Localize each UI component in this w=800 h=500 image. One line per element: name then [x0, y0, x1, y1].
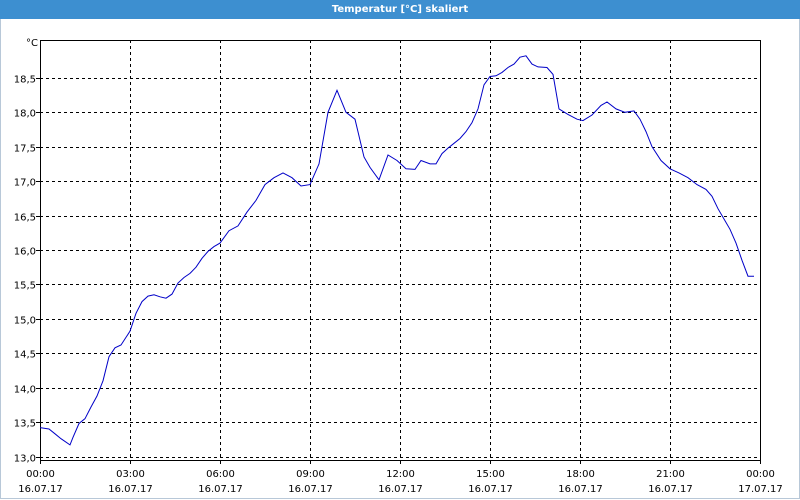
- y-tick-label: 13,5: [14, 419, 36, 430]
- grid-lines: [40, 40, 760, 460]
- x-tick-time-label: 21:00: [656, 469, 685, 480]
- y-tick-label: 17,0: [14, 178, 36, 189]
- y-tick-label: 16,0: [14, 247, 36, 258]
- x-tick-time-label: 09:00: [296, 469, 325, 480]
- y-tick-label: 15,5: [14, 281, 36, 292]
- x-tick-time-label: 00:00: [746, 469, 775, 480]
- x-tick-date-label: 16.07.17: [108, 484, 153, 495]
- x-tick-time-label: 06:00: [206, 469, 235, 480]
- y-tick-label: 18,0: [14, 109, 36, 120]
- x-axis: 00:00 16.07.17 03:00 16.07.17 06:00 16.07.17 0…: [18, 460, 783, 495]
- x-tick-time-label: 15:00: [476, 469, 505, 480]
- y-axis-label: °C: [26, 38, 38, 49]
- x-tick-date-label: 16.07.17: [468, 484, 513, 495]
- x-tick-time-label: 18:00: [566, 469, 595, 480]
- chart-title: Temperatur [°C] skaliert: [0, 0, 800, 19]
- y-tick-label: 18,5: [14, 75, 36, 86]
- temperature-series-line: [39, 55, 754, 446]
- x-tick-time-label: 12:00: [386, 469, 415, 480]
- y-tick-label: 15,0: [14, 316, 36, 327]
- x-tick-time-label: 03:00: [116, 469, 145, 480]
- x-tick-date-label: 16.07.17: [558, 484, 603, 495]
- y-axis: 13,0 13,5 14,0 14,5 15,0 15,5 16,0 16,5 17,0 17,5…: [14, 75, 40, 465]
- x-tick-date-label: 17.07.17: [738, 484, 783, 495]
- x-tick-date-label: 16.07.17: [648, 484, 693, 495]
- y-tick-label: 17,5: [14, 144, 36, 155]
- y-tick-label: 14,0: [14, 385, 36, 396]
- x-tick-date-label: 16.07.17: [378, 484, 423, 495]
- x-tick-date-label: 16.07.17: [288, 484, 333, 495]
- y-tick-label: 13,0: [14, 454, 36, 465]
- x-tick-time-label: 00:00: [26, 469, 55, 480]
- x-tick-date-label: 16.07.17: [18, 484, 63, 495]
- y-tick-label: 16,5: [14, 213, 36, 224]
- x-tick-date-label: 16.07.17: [198, 484, 243, 495]
- y-tick-label: 14,5: [14, 350, 36, 361]
